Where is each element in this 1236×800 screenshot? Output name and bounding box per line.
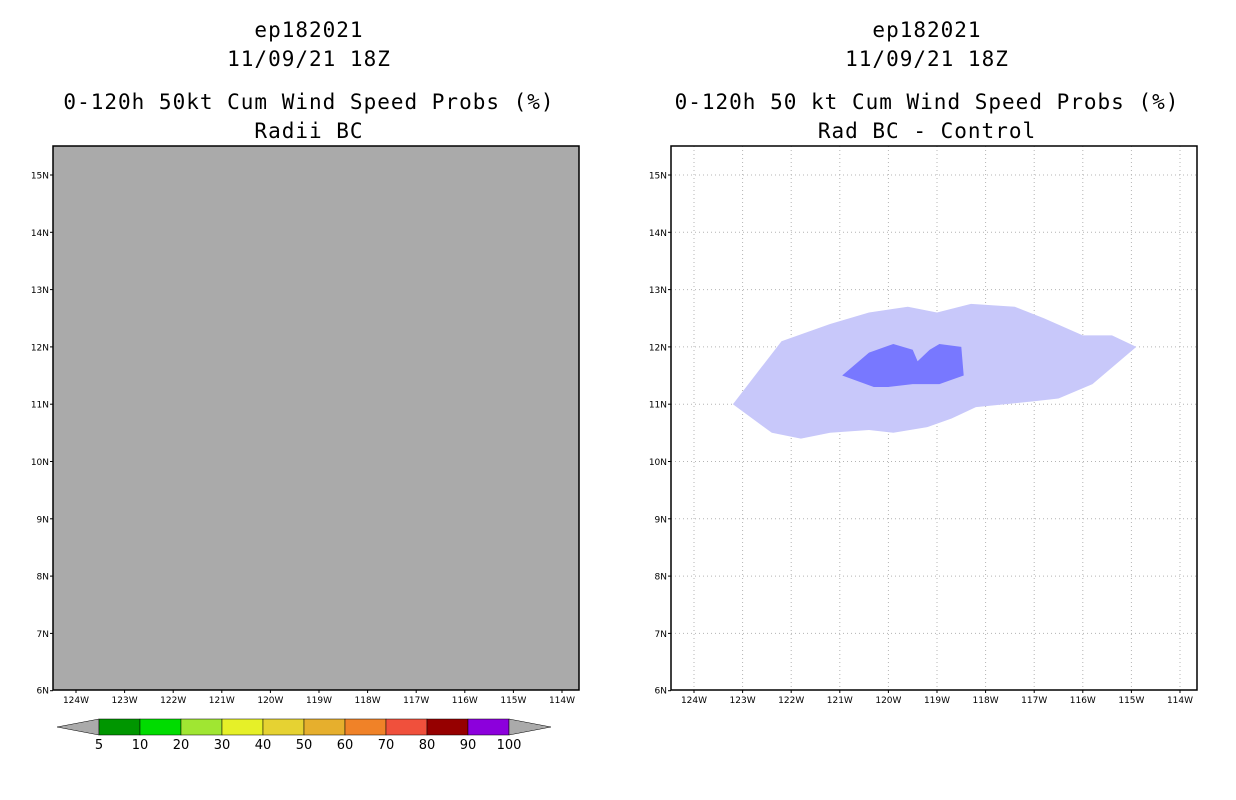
subtitle: Rad BC - Control: [817, 119, 1037, 143]
lon-label: 119W: [924, 696, 950, 706]
lon-label: 124W: [681, 696, 707, 706]
lat-label: 10N: [31, 458, 49, 468]
colorbar-swatch: [467, 718, 510, 736]
storm-id-title: ep182021: [254, 18, 364, 42]
contour-fill: [842, 344, 964, 387]
colorbar-label: 50: [296, 738, 313, 753]
lat-label: 13N: [649, 286, 667, 296]
map-background: [53, 146, 579, 690]
lat-label: 8N: [655, 573, 667, 583]
colorbar-swatch: [98, 718, 141, 736]
lon-label: 114W: [549, 696, 575, 706]
lon-label: 118W: [355, 696, 381, 706]
lon-label: 116W: [452, 696, 478, 706]
lat-label: 14N: [649, 229, 667, 239]
lat-label: 12N: [31, 343, 49, 353]
lon-label: 114W: [1167, 696, 1193, 706]
colorbar-right-arrow: [508, 718, 552, 736]
map-border: [52, 145, 580, 691]
colorbar-label: 70: [378, 738, 395, 753]
colorbar-label: 5: [95, 738, 103, 753]
lon-label: 124W: [63, 696, 89, 706]
colorbar-swatch: [262, 718, 305, 736]
product-title: 0-120h 50kt Cum Wind Speed Probs (%): [63, 90, 555, 114]
lat-label: 14N: [31, 229, 49, 239]
lat-label: 11N: [31, 401, 49, 411]
colorbar-left-arrow: [56, 718, 100, 736]
product-title: 0-120h 50 kt Cum Wind Speed Probs (%): [674, 90, 1180, 114]
colorbar-label: 80: [419, 738, 436, 753]
datetime-title: 11/09/21 18Z: [845, 47, 1009, 71]
lat-label: 8N: [37, 573, 49, 583]
lat-label: 6N: [655, 687, 667, 697]
lon-label: 121W: [209, 696, 235, 706]
lat-label: 15N: [31, 172, 49, 182]
lon-label: 118W: [973, 696, 999, 706]
lat-label: 6N: [37, 687, 49, 697]
lon-label: 116W: [1070, 696, 1096, 706]
colorbar-label: 30: [214, 738, 231, 753]
colorbar-label: 40: [255, 738, 272, 753]
lon-label: 123W: [730, 696, 756, 706]
lat-label: 11N: [649, 401, 667, 411]
colorbar-swatch: [426, 718, 469, 736]
lon-label: 117W: [1021, 696, 1047, 706]
colorbar-label: 60: [337, 738, 354, 753]
lon-label: 121W: [827, 696, 853, 706]
lat-label: 15N: [649, 172, 667, 182]
storm-id-title: ep182021: [872, 18, 982, 42]
lat-label: 9N: [655, 515, 667, 525]
colorbar-swatch: [139, 718, 182, 736]
lon-label: 120W: [875, 696, 901, 706]
colorbar-swatch: [221, 718, 264, 736]
lon-label: 115W: [500, 696, 526, 706]
colorbar-swatch: [344, 718, 387, 736]
datetime-title: 11/09/21 18Z: [227, 47, 391, 71]
colorbar-swatch: [303, 718, 346, 736]
lon-label: 117W: [403, 696, 429, 706]
colorbar-swatch: [385, 718, 428, 736]
colorbar-swatch: [180, 718, 223, 736]
right-panel: ep182021 11/09/21 18Z 0-120h 50 kt Cum W…: [618, 0, 1236, 800]
lon-label: 122W: [778, 696, 804, 706]
lon-label: 122W: [160, 696, 186, 706]
lon-label: 123W: [112, 696, 138, 706]
probability-map: 15N 14N 13N 12N 11N 10N 9N 8N 7N 6N 124W 123W 122W 12…: [31, 145, 580, 753]
lon-label: 119W: [306, 696, 332, 706]
left-panel: ep182021 11/09/21 18Z 0-120h 50kt Cum Wi…: [31, 18, 580, 753]
map-border: [670, 145, 1198, 691]
lat-label: 12N: [649, 343, 667, 353]
colorbar-label: 10: [132, 738, 149, 753]
lat-label: 7N: [37, 630, 49, 640]
difference-map: 15N 14N 13N 12N 11N 10N 9N 8N 7N 6N 124W 123W 122W 12…: [649, 145, 1198, 706]
colorbar-label: 100: [497, 738, 522, 753]
subtitle: Radii BC: [254, 119, 364, 143]
lon-label: 120W: [257, 696, 283, 706]
lat-label: 10N: [649, 458, 667, 468]
lat-label: 13N: [31, 286, 49, 296]
colorbar-label: 90: [460, 738, 477, 753]
lat-label: 9N: [37, 515, 49, 525]
lat-label: 7N: [655, 630, 667, 640]
colorbar-label: 20: [173, 738, 190, 753]
lon-label: 115W: [1118, 696, 1144, 706]
